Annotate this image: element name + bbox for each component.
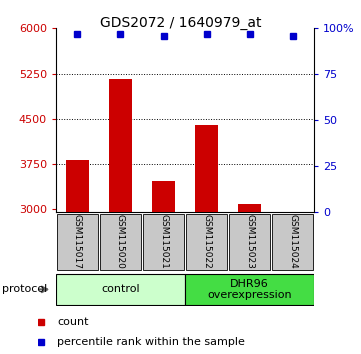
Text: DHR96
overexpression: DHR96 overexpression: [207, 279, 292, 300]
Bar: [109, 79, 132, 212]
Bar: [229, 213, 270, 270]
Text: GSM115023: GSM115023: [245, 214, 254, 269]
Text: GSM115020: GSM115020: [116, 214, 125, 269]
Bar: [143, 213, 184, 270]
Text: GSM115022: GSM115022: [202, 214, 211, 269]
Bar: [66, 160, 89, 212]
Text: GSM115021: GSM115021: [159, 214, 168, 269]
Text: GSM115017: GSM115017: [73, 214, 82, 269]
Bar: [238, 204, 261, 212]
Text: GDS2072 / 1640979_at: GDS2072 / 1640979_at: [100, 16, 261, 30]
Text: percentile rank within the sample: percentile rank within the sample: [57, 337, 245, 347]
Bar: [100, 213, 141, 270]
Bar: [57, 213, 98, 270]
Text: control: control: [101, 284, 140, 295]
Bar: [272, 213, 313, 270]
Text: count: count: [57, 318, 88, 327]
Bar: [186, 213, 227, 270]
Text: protocol: protocol: [2, 284, 47, 295]
Text: GSM115024: GSM115024: [288, 214, 297, 269]
Bar: [195, 125, 218, 212]
Bar: [186, 274, 314, 305]
Bar: [152, 181, 175, 212]
Bar: [56, 274, 184, 305]
